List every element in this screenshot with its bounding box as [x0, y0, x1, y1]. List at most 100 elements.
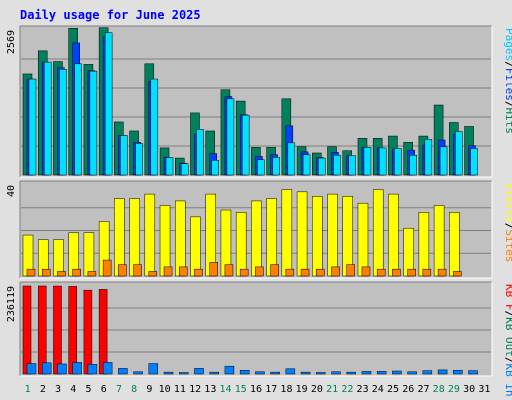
y-max-label: 236119 — [6, 286, 17, 322]
bar-sites — [133, 264, 142, 277]
legend-entry: KB In — [503, 364, 512, 397]
legend-entry: KB Out — [503, 317, 512, 357]
bar-kb-f — [37, 285, 47, 375]
bar-pages — [318, 157, 326, 176]
bar-pages — [89, 70, 98, 176]
bar-pages — [150, 78, 159, 176]
bar-kb-in — [300, 371, 311, 375]
bar-sites — [194, 268, 203, 277]
bar-pages — [196, 129, 204, 176]
x-tick-label: 18 — [280, 384, 292, 395]
legend-top: Pages/Files/Hits — [503, 28, 512, 134]
x-tick-label: 17 — [265, 384, 277, 395]
bar-kb-in — [453, 370, 463, 375]
bar-pages — [272, 157, 280, 176]
x-tick-label: 10 — [159, 384, 171, 395]
bar-kb-in — [407, 371, 417, 375]
bar-sites — [407, 268, 416, 277]
bar-visits — [83, 232, 95, 277]
bar-sites — [224, 264, 234, 277]
bar-kb-in — [102, 362, 113, 375]
panel-bottom-background — [20, 282, 492, 376]
legend-entry: / — [503, 357, 512, 364]
bar-pages — [74, 63, 82, 176]
legend-entry: Pages — [503, 28, 512, 61]
bar-sites — [255, 266, 264, 277]
legend-middle: Visits/Sites — [503, 183, 512, 263]
x-tick-label: 28 — [433, 384, 445, 395]
bar-visits — [433, 205, 445, 277]
bar-sites — [453, 271, 462, 277]
bar-kb-in — [87, 364, 98, 375]
x-axis-day-labels: 1 2 3 4 5 6 7 8 9 10 11 12 13 14 15 16 17 18 19 20 21 22 23 24 2… — [25, 384, 491, 395]
bar-pages — [363, 147, 372, 176]
bar-sites — [376, 268, 386, 277]
bar-sites — [316, 268, 325, 277]
bar-visits — [312, 196, 323, 277]
bar-kb-in — [57, 363, 67, 375]
bar-sites — [57, 271, 66, 277]
bar-kb-in — [194, 368, 204, 375]
bar-pages — [28, 78, 37, 176]
chart-title: Daily usage for June 2025 — [20, 8, 201, 22]
x-tick-label: 29 — [448, 384, 460, 395]
bar-pages — [241, 114, 250, 176]
bar-sites — [148, 271, 158, 277]
x-tick-label: 9 — [146, 384, 152, 395]
bar-kb-in — [41, 362, 52, 375]
x-tick-label: 20 — [311, 384, 323, 395]
x-tick-label: 2 — [40, 384, 46, 395]
bar-pages — [211, 160, 219, 176]
x-tick-label: 19 — [296, 384, 308, 395]
bar-visits — [449, 212, 460, 277]
x-tick-label: 5 — [86, 384, 92, 395]
bar-visits — [53, 239, 64, 277]
bar-visits — [144, 193, 156, 277]
bar-pages — [43, 61, 52, 176]
bar-visits — [342, 196, 353, 277]
bar-sites — [26, 268, 36, 277]
bar-sites — [392, 268, 401, 277]
bar-pages — [181, 163, 189, 176]
legend-entry: / — [503, 61, 512, 68]
legend-bottom: KB F/KB Out/KB In — [503, 284, 512, 397]
bar-pages — [439, 146, 448, 176]
bar-pages — [394, 148, 402, 176]
x-tick-label: 12 — [189, 384, 201, 395]
x-tick-label: 6 — [101, 384, 107, 395]
bar-sites — [41, 268, 51, 277]
legend-entry: Sites — [503, 229, 512, 262]
bar-pages — [287, 142, 296, 176]
x-tick-label: 30 — [463, 384, 475, 395]
bar-sites — [331, 266, 340, 277]
bar-sites — [270, 264, 279, 277]
bar-pages — [135, 143, 143, 176]
bar-kb-in — [255, 371, 265, 375]
x-tick-label: 11 — [174, 384, 186, 395]
bar-visits — [327, 193, 338, 277]
x-tick-label: 13 — [204, 384, 216, 395]
legend-entry: / — [503, 223, 512, 230]
bar-kb-in — [26, 363, 37, 375]
bar-pages — [302, 154, 311, 176]
bar-visits — [281, 189, 293, 277]
x-tick-label: 8 — [131, 384, 137, 395]
bar-sites — [163, 266, 173, 277]
bar-pages — [165, 157, 174, 176]
bar-sites — [87, 271, 97, 277]
bar-sites — [179, 266, 188, 277]
bar-pages — [378, 147, 387, 176]
bar-pages — [226, 98, 235, 176]
bar-kb-in — [224, 365, 235, 375]
y-max-label: 40 — [6, 185, 17, 197]
x-tick-label: 25 — [387, 384, 399, 395]
bar-visits — [357, 202, 369, 277]
bar-visits — [235, 212, 247, 277]
x-tick-label: 31 — [478, 384, 490, 395]
bar-pages — [348, 155, 356, 176]
bar-sites — [72, 268, 81, 277]
bar-visits — [372, 189, 384, 277]
legend-entry: Files — [503, 68, 512, 101]
bar-kb-in — [118, 368, 128, 375]
